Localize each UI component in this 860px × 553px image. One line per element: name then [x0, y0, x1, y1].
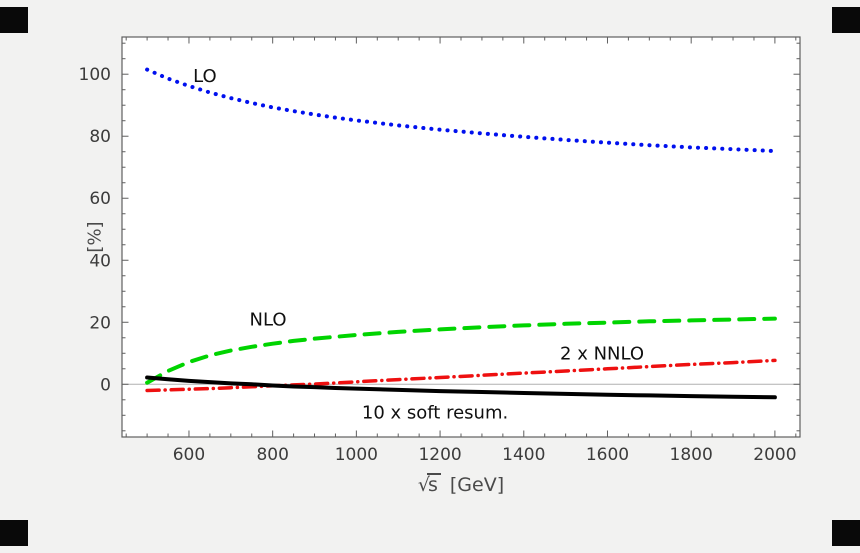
sqrt-radicand: s [426, 473, 441, 497]
sqrt-radical-icon: √ [417, 474, 430, 496]
curve-label-10-x-soft-resum: 10 x soft resum. [362, 402, 508, 423]
x-axis-unit: [GeV] [449, 474, 505, 496]
y-tick-label: 60 [89, 189, 111, 209]
plot-frame [121, 36, 801, 438]
curve-label-lo: LO [193, 66, 217, 87]
curve-label-nlo: NLO [250, 309, 287, 330]
corner-mark [0, 7, 28, 33]
curve-10-x-soft-resum [145, 375, 777, 400]
x-tick-label: 2000 [753, 445, 796, 465]
x-tick-label: 1400 [502, 445, 545, 465]
y-tick-label: 80 [89, 127, 111, 147]
x-tick-label: 1800 [670, 445, 713, 465]
y-tick-label: 0 [100, 375, 111, 395]
y-tick-label: 100 [79, 65, 111, 85]
x-axis-label: √s [GeV] [122, 473, 800, 497]
curve-label-2-x-nnlo: 2 x NNLO [560, 343, 644, 364]
x-tick-label: 1200 [418, 445, 461, 465]
y-axis-label: [%] [84, 221, 106, 253]
x-tick-label: 600 [173, 445, 205, 465]
y-tick-label: 40 [89, 251, 111, 271]
x-tick-label: 800 [256, 445, 288, 465]
x-tick-label: 1600 [586, 445, 629, 465]
curve-lo [145, 67, 777, 154]
corner-mark [0, 520, 28, 546]
y-tick-label: 20 [89, 313, 111, 333]
curve-nlo [145, 316, 777, 385]
plot-area [122, 37, 800, 437]
corner-mark [832, 7, 860, 33]
x-tick-label: 1000 [335, 445, 378, 465]
corner-mark [832, 520, 860, 546]
curve-2-x-nnlo [145, 358, 777, 393]
